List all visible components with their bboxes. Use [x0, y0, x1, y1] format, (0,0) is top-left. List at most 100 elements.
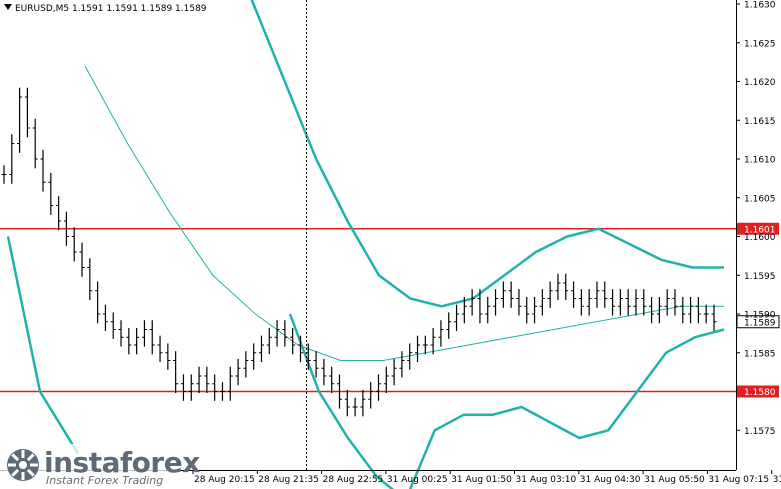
watermark-name: instaforex	[44, 446, 200, 479]
ohlc-bar	[391, 358, 397, 386]
price-tick-label: 1.1575	[744, 427, 776, 437]
ohlc-bar	[196, 366, 202, 394]
ohlc-bar	[32, 118, 38, 169]
ohlc-bar	[656, 296, 662, 324]
ohlc-bar	[399, 351, 405, 378]
level-price-tag	[737, 222, 779, 235]
ohlc-bar	[227, 366, 233, 401]
ohlc-bar	[469, 289, 475, 316]
ohlc-bar	[321, 358, 327, 386]
price-tick-label: 1.1615	[744, 117, 776, 127]
ohlc-bar	[368, 382, 374, 409]
ohlc-bar	[532, 296, 538, 324]
time-tick-label: 31 Aug 05:50	[644, 475, 705, 485]
ohlc-bar	[360, 389, 366, 417]
price-tick-label: 1.1625	[744, 39, 776, 49]
ohlc-bar	[79, 242, 85, 277]
ohlc-bar	[165, 343, 171, 370]
ohlc-bar	[219, 382, 225, 401]
price-tick-label: 1.1605	[744, 194, 776, 204]
price-tick-label: 1.1630	[744, 1, 776, 11]
bollinger-mid-band	[84, 65, 724, 361]
ohlc-bar	[204, 366, 210, 394]
ohlc-bar	[415, 335, 421, 363]
ohlc-bar	[454, 304, 460, 332]
ohlc-bar	[63, 211, 69, 246]
ohlc-bar	[118, 320, 124, 347]
ohlc-bar	[212, 374, 218, 401]
ohlc-bar	[313, 351, 319, 378]
time-tick-label: 31 Aug 01:50	[451, 475, 512, 485]
ohlc-bar	[243, 351, 249, 378]
ohlc-bar	[649, 296, 655, 324]
ohlc-bar	[87, 258, 93, 301]
ohlc-bar	[352, 397, 358, 417]
ohlc-bar	[688, 296, 694, 324]
instaforex-logo-icon	[7, 449, 39, 481]
time-tick-label: 31 Aug 00:25	[387, 475, 448, 485]
ohlc-bar	[17, 87, 23, 153]
ohlc-bar	[493, 289, 499, 316]
ohlc-bar	[500, 281, 506, 308]
price-tick-label: 1.1590	[744, 311, 776, 321]
current-price-label: 1.1589	[744, 318, 776, 328]
ohlc-bar	[40, 149, 46, 192]
ohlc-bar	[188, 374, 194, 401]
ohlc-bar	[711, 304, 717, 332]
ohlc-bar	[297, 335, 303, 363]
ohlc-bar	[672, 289, 678, 316]
time-tick-label: 28 Aug 21:35	[258, 475, 319, 485]
symbol-quote: EURUSD,M5 1.1591 1.1591 1.1589 1.1589	[15, 4, 207, 14]
ohlc-bar	[274, 320, 280, 347]
ohlc-bar	[610, 289, 616, 316]
bollinger-lower-band	[288, 313, 725, 489]
time-tick-label: 28 Aug 22:55	[323, 475, 384, 485]
ohlc-bar	[485, 296, 491, 324]
ohlc-bar	[422, 335, 428, 355]
ohlc-bar	[539, 289, 545, 316]
ohlc-bar	[508, 281, 514, 308]
bollinger-lower-band-early	[6, 236, 80, 455]
ohlc-bar	[524, 296, 530, 324]
time-tick-label: 31 Aug 08:35	[773, 475, 781, 485]
ohlc-bar	[24, 87, 30, 138]
watermark-tagline: Instant Forex Trading	[46, 474, 164, 487]
ohlc-bar	[134, 327, 140, 355]
ohlc-bar	[586, 289, 592, 316]
ohlc-bar	[438, 320, 444, 347]
ohlc-bar	[48, 172, 54, 215]
level-price-label: 1.1601	[744, 225, 776, 235]
ohlc-bar	[602, 281, 608, 308]
ohlc-bar	[516, 289, 522, 316]
ohlc-bar	[336, 374, 342, 409]
time-tick-label: 31 Aug 07:15	[708, 475, 769, 485]
price-tick-label: 1.1585	[744, 349, 776, 359]
ohlc-bar	[141, 320, 147, 347]
ohlc-bar	[56, 196, 62, 231]
ohlc-bar	[235, 358, 241, 386]
price-tick-label: 1.1620	[744, 78, 776, 88]
time-tick-label: 31 Aug 03:10	[516, 475, 577, 485]
ohlc-bar	[625, 289, 631, 316]
time-tick-label: 28 Aug 20:15	[194, 475, 255, 485]
ohlc-bar	[149, 320, 155, 355]
ohlc-bar	[173, 351, 179, 394]
ohlc-bar	[594, 281, 600, 308]
ohlc-bar	[461, 296, 467, 324]
ohlc-bar	[563, 273, 569, 301]
ohlc-bar	[641, 289, 647, 316]
level-price-label: 1.1580	[744, 388, 776, 398]
ohlc-bar	[376, 374, 382, 401]
ohlc-bar	[251, 343, 257, 370]
ohlc-bar	[157, 335, 163, 363]
ohlc-bar	[617, 289, 623, 316]
ohlc-bar	[703, 304, 709, 324]
ohlc-bar	[430, 327, 436, 355]
ohlc-bar	[571, 281, 577, 308]
ohlc-bar	[1, 165, 7, 184]
ohlc-bar	[9, 134, 15, 184]
time-tick-label: 31 Aug 04:30	[580, 475, 641, 485]
price-tick-label: 1.1595	[744, 272, 776, 282]
